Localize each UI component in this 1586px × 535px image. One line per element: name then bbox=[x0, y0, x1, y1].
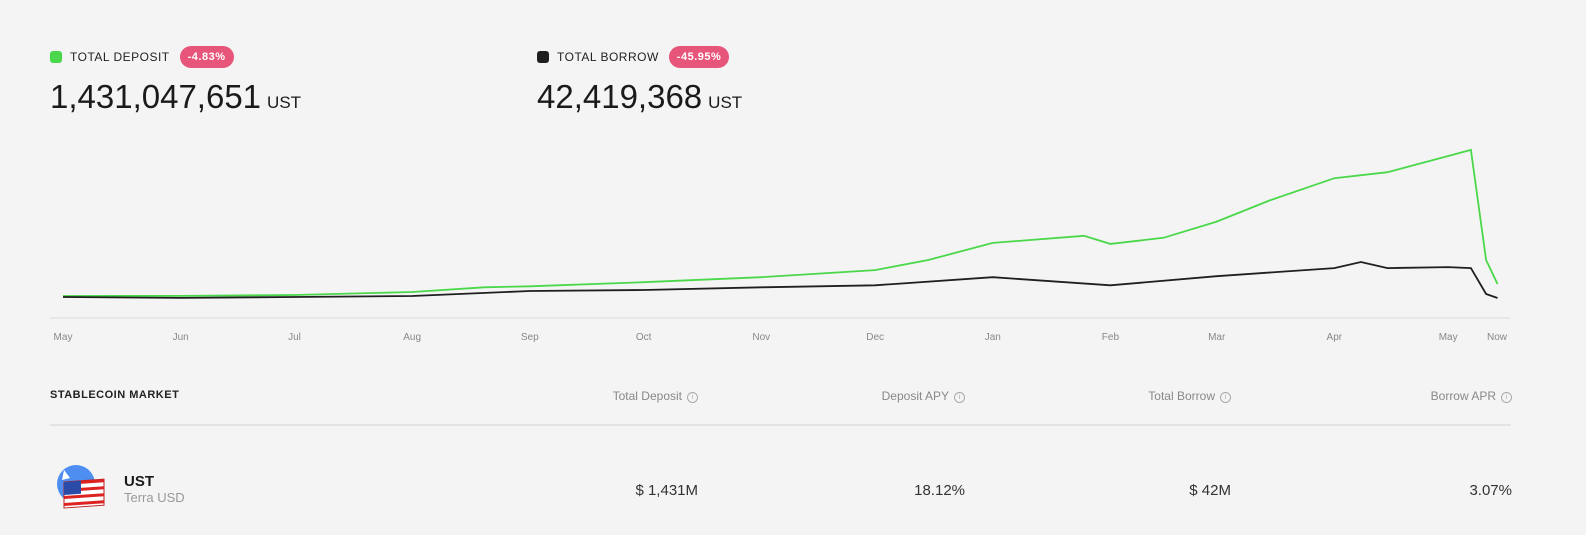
asset-symbol: UST bbox=[124, 473, 154, 490]
borrow-change-badge: -45.95% bbox=[668, 46, 730, 68]
x-tick-label: Mar bbox=[1208, 332, 1226, 343]
x-tick-label: Jun bbox=[173, 332, 189, 343]
deposit-apy-value: 18.12% bbox=[914, 482, 965, 499]
deposit-series-line bbox=[62, 148, 1499, 297]
deposit-borrow-chart[interactable]: May Jun Jul Aug Sep Oct Nov Dec Jan Feb Mar Apr May N… bbox=[0, 130, 1586, 350]
x-tick-label: Sep bbox=[521, 332, 539, 343]
borrow-value: 42,419,368 bbox=[537, 78, 703, 115]
borrow-legend-swatch bbox=[537, 51, 549, 63]
market-title: STABLECOIN MARKET bbox=[50, 389, 180, 401]
col-label: Deposit APY bbox=[881, 389, 949, 403]
deposit-unit: UST bbox=[267, 93, 302, 112]
x-tick-label: Jan bbox=[985, 332, 1001, 343]
borrow-apr-value: 3.07% bbox=[1469, 482, 1512, 499]
col-total-borrow: Total Borrow i bbox=[1148, 389, 1231, 403]
asset-name: Terra USD bbox=[124, 490, 185, 505]
deposit-value: 1,431,047,651 bbox=[50, 78, 262, 115]
x-tick-label: Feb bbox=[1102, 332, 1120, 343]
col-borrow-apr: Borrow APR i bbox=[1431, 389, 1512, 403]
borrow-label: TOTAL BORROW bbox=[557, 50, 659, 64]
x-tick-label: May bbox=[1439, 332, 1458, 343]
col-label: Total Deposit bbox=[612, 389, 682, 403]
divider bbox=[50, 424, 1511, 426]
x-tick-label: Aug bbox=[403, 332, 421, 343]
total-borrow-value: $ 42M bbox=[1189, 482, 1231, 499]
col-total-deposit: Total Deposit i bbox=[613, 389, 698, 403]
info-icon[interactable]: i bbox=[687, 392, 698, 403]
deposit-label: TOTAL DEPOSIT bbox=[70, 50, 170, 64]
deposit-legend-swatch bbox=[50, 51, 62, 63]
x-tick-label: Jul bbox=[288, 332, 301, 343]
info-icon[interactable]: i bbox=[1220, 392, 1231, 403]
borrow-unit: UST bbox=[708, 93, 743, 112]
deposit-change-badge: -4.83% bbox=[179, 46, 234, 68]
info-icon[interactable]: i bbox=[1501, 392, 1512, 403]
total-borrow-stat: TOTAL BORROW -45.95% 42,419,368 UST bbox=[537, 46, 742, 116]
x-tick-label: Dec bbox=[866, 332, 884, 343]
x-tick-label: Apr bbox=[1327, 332, 1343, 343]
info-icon[interactable]: i bbox=[954, 392, 965, 403]
col-label: Total Borrow bbox=[1148, 389, 1215, 403]
x-tick-label: Nov bbox=[752, 332, 770, 343]
x-tick-label: Oct bbox=[636, 332, 652, 343]
col-label: Borrow APR bbox=[1430, 389, 1496, 403]
borrow-series-line bbox=[62, 261, 1498, 299]
col-deposit-apy: Deposit APY i bbox=[882, 389, 965, 403]
ust-flag-globe-icon bbox=[57, 465, 105, 509]
x-tick-label: Now bbox=[1487, 332, 1508, 343]
total-deposit-value: $ 1,431M bbox=[635, 482, 698, 499]
total-deposit-stat: TOTAL DEPOSIT -4.83% 1,431,047,651 UST bbox=[50, 46, 301, 116]
x-tick-label: May bbox=[54, 332, 73, 343]
